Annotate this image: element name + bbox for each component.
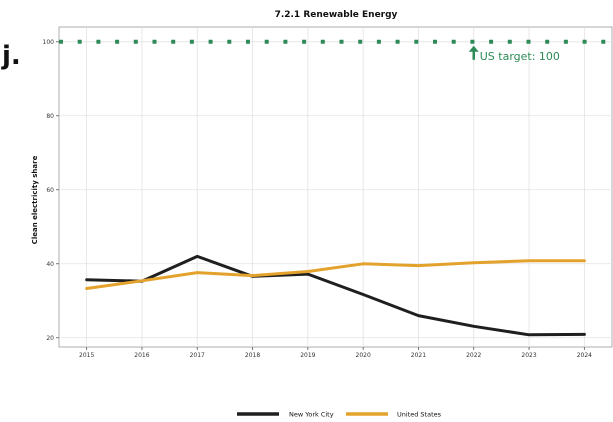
x-tick-label-2024: 2024 <box>577 352 592 359</box>
plot-panel <box>58 26 613 348</box>
x-tick-label-2015: 2015 <box>79 352 94 359</box>
y-tick-label-40: 40 <box>46 261 54 268</box>
x-tick-label-2020: 2020 <box>356 352 371 359</box>
x-tick-label-2016: 2016 <box>134 352 149 359</box>
x-tick-label-2017: 2017 <box>190 352 205 359</box>
series-layer <box>85 254 586 337</box>
grid <box>59 27 612 347</box>
y-tick-label-80: 80 <box>46 113 54 120</box>
legend: New York City United States <box>237 411 442 419</box>
chart-title: 7.2.1 Renewable Energy <box>275 10 398 20</box>
y-tick-label-100: 100 <box>43 39 55 46</box>
target-layer: US target: 100 <box>59 39 612 63</box>
x-axis: 2015 2016 2017 2018 2019 2020 2021 2022 2023 2024 <box>79 347 592 359</box>
y-axis: 20 40 60 80 100 <box>43 39 59 342</box>
x-tick-label-2021: 2021 <box>411 352 426 359</box>
target-label: US target: 100 <box>480 50 560 63</box>
target-arrow-head <box>468 45 479 52</box>
y-axis-label: Clean electricity share <box>31 155 39 244</box>
x-tick-label-2022: 2022 <box>466 352 481 359</box>
x-tick-label-2023: 2023 <box>521 352 536 359</box>
legend-label-0: New York City <box>289 411 334 419</box>
series-line-1 <box>85 259 586 290</box>
y-tick-label-20: 20 <box>46 335 54 342</box>
legend-label-1: United States <box>397 411 442 419</box>
series-line-0 <box>85 254 586 337</box>
x-tick-label-2018: 2018 <box>245 352 260 359</box>
y-tick-label-60: 60 <box>46 187 54 194</box>
panel-tag: j. <box>1 41 21 71</box>
x-tick-label-2019: 2019 <box>300 352 315 359</box>
